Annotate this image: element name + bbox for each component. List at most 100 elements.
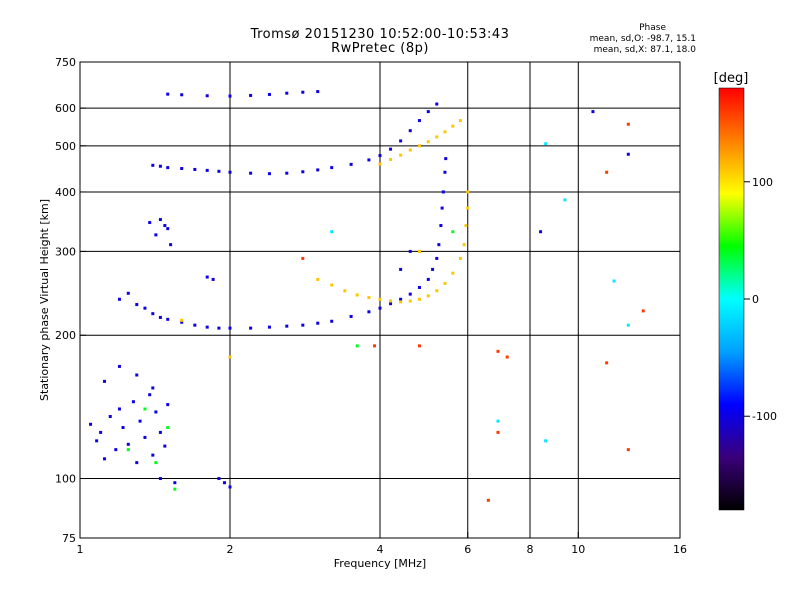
- data-point: [355, 293, 359, 297]
- data-point: [443, 130, 447, 134]
- data-point: [143, 306, 147, 310]
- data-point: [367, 296, 371, 300]
- data-point: [205, 168, 209, 172]
- data-point: [443, 170, 447, 174]
- y-axis-label: Stationary phase Virtual Height [km]: [38, 199, 51, 401]
- data-point: [121, 425, 125, 429]
- data-point: [169, 243, 173, 247]
- data-point: [399, 300, 403, 304]
- data-point: [285, 171, 289, 175]
- data-point: [217, 477, 221, 481]
- x-tick-label: 4: [377, 543, 384, 556]
- data-point: [228, 355, 232, 359]
- data-point: [99, 430, 103, 434]
- data-point: [451, 230, 455, 234]
- colorbar-gradient: [718, 87, 745, 511]
- data-point: [435, 102, 439, 106]
- data-point: [444, 157, 448, 161]
- data-point: [389, 157, 393, 161]
- data-point: [417, 119, 421, 123]
- data-point: [180, 318, 184, 322]
- x-axis-label: Frequency [MHz]: [334, 557, 426, 570]
- data-point: [135, 461, 139, 465]
- data-point: [143, 407, 147, 411]
- data-point: [466, 190, 470, 194]
- data-point: [431, 267, 435, 271]
- data-point: [426, 110, 430, 114]
- data-point: [316, 277, 320, 281]
- data-point: [539, 230, 543, 234]
- data-point: [205, 275, 209, 279]
- data-point: [496, 419, 500, 423]
- data-point: [417, 344, 421, 348]
- data-point: [173, 487, 177, 491]
- data-point: [166, 166, 170, 170]
- data-point: [591, 110, 595, 114]
- data-point: [158, 477, 162, 481]
- data-point: [126, 442, 130, 446]
- data-point: [466, 206, 470, 210]
- data-point: [330, 319, 334, 323]
- phase-stats-heading: Phase: [639, 23, 666, 33]
- data-point: [458, 256, 462, 260]
- data-point: [163, 444, 167, 448]
- data-point: [343, 289, 347, 293]
- data-point: [135, 303, 139, 307]
- data-point: [399, 139, 403, 143]
- data-point: [143, 435, 147, 439]
- data-point: [417, 249, 421, 253]
- data-point: [228, 170, 232, 174]
- data-point: [126, 291, 130, 295]
- colorbar-label: [deg]: [714, 71, 749, 86]
- data-point: [426, 140, 430, 144]
- data-point: [301, 323, 305, 327]
- data-point: [417, 144, 421, 148]
- data-point: [163, 224, 167, 228]
- data-point: [158, 430, 162, 434]
- y-tick-label: 75: [62, 532, 76, 545]
- data-point: [166, 92, 170, 96]
- x-tick-label: 2: [227, 543, 234, 556]
- data-point: [378, 297, 382, 301]
- y-tick-label: 200: [55, 329, 76, 342]
- data-point: [399, 153, 403, 157]
- data-point: [378, 154, 382, 158]
- data-point: [138, 419, 142, 423]
- data-point: [544, 439, 548, 443]
- x-tick-label: 10: [571, 543, 585, 556]
- data-point: [641, 309, 645, 313]
- data-point: [173, 481, 177, 485]
- colorbar-tick-label: 100: [752, 176, 773, 189]
- x-tick-label: 1: [77, 543, 84, 556]
- data-point: [180, 93, 184, 97]
- data-point: [301, 170, 305, 174]
- chart-subtitle: RwPretec (8p): [331, 41, 429, 56]
- data-point: [223, 481, 227, 485]
- colorbar-ticks: 100 0 -100: [744, 176, 777, 423]
- data-point: [316, 168, 320, 172]
- data-point: [389, 302, 393, 306]
- data-point: [399, 267, 403, 271]
- y-tick-label: 600: [55, 102, 76, 115]
- data-point: [158, 218, 162, 222]
- data-point: [451, 271, 455, 275]
- data-point: [441, 190, 445, 194]
- data-point: [435, 289, 439, 293]
- data-point: [505, 355, 509, 359]
- data-points: [89, 90, 645, 502]
- data-point: [205, 94, 209, 98]
- colorbar-tick-label: -100: [752, 410, 777, 423]
- data-point: [285, 91, 289, 95]
- data-point: [378, 162, 382, 166]
- data-point: [408, 129, 412, 133]
- data-point: [408, 249, 412, 253]
- data-point: [180, 167, 184, 171]
- grid-lines: [80, 62, 680, 538]
- data-point: [437, 243, 441, 247]
- data-point: [267, 325, 271, 329]
- data-point: [166, 227, 170, 231]
- data-point: [151, 163, 155, 167]
- data-point: [249, 93, 253, 97]
- data-point: [440, 206, 444, 210]
